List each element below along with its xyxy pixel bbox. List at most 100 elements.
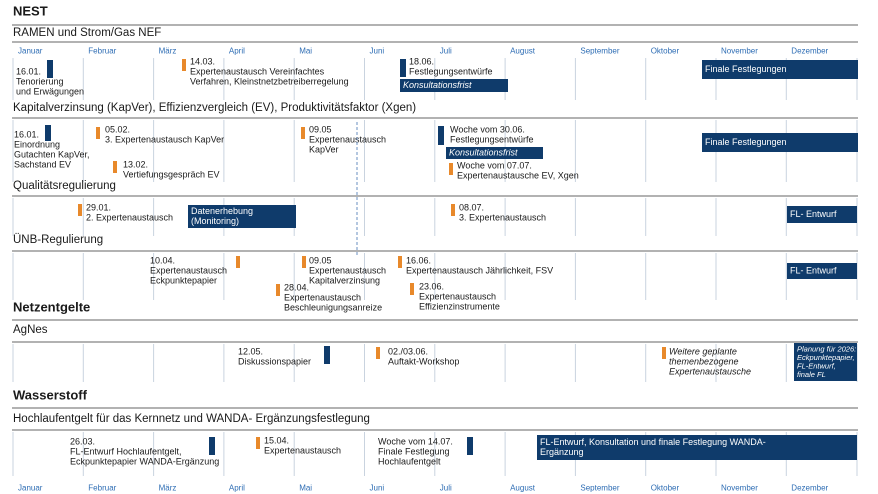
- phase-text: Finale Festlegungen: [705, 64, 787, 74]
- month-label: Januar: [18, 484, 43, 493]
- phase-text: finale FL: [797, 370, 826, 379]
- month-label: Dezember: [791, 484, 828, 493]
- month-label: April: [229, 47, 245, 56]
- event-marker: [276, 284, 280, 296]
- group-title: ÜNB-Regulierung: [13, 234, 103, 246]
- month-label: März: [159, 484, 177, 493]
- item-text: Expertenaustausch: [309, 134, 386, 144]
- milestone-bar: [467, 437, 473, 455]
- month-label: Dezember: [791, 47, 828, 56]
- item-text: Eckpunktepapier WANDA-Ergänzung: [70, 456, 219, 466]
- event-marker: [96, 127, 100, 139]
- item-text: Sachstand EV: [14, 159, 71, 169]
- item-text: 15.04.: [264, 435, 289, 445]
- item-text: 09.05: [309, 124, 332, 134]
- month-label: November: [721, 47, 758, 56]
- item-text: 14.03.: [190, 56, 215, 66]
- event-marker: [449, 163, 453, 175]
- month-label: Juli: [440, 47, 452, 56]
- item-text: Beschleunigungsanreize: [284, 302, 382, 312]
- group-title: RAMEN und Strom/Gas NEF: [13, 27, 161, 39]
- item-text: Expertenaustausch Jährlichkeit, FSV: [406, 265, 553, 275]
- item-text: Festlegungsentwürfe: [409, 66, 493, 76]
- month-label: August: [510, 47, 536, 56]
- month-label: März: [159, 47, 177, 56]
- item-text: 29.01.: [86, 202, 111, 212]
- item-text: Expertenaustausche: [669, 366, 751, 376]
- item-text: Woche vom 14.07.: [378, 436, 453, 446]
- item-text: Kapitalverzinsung: [309, 275, 380, 285]
- event-marker: [113, 161, 117, 173]
- item-text: Expertenaustausch: [264, 445, 341, 455]
- phase-text: Konsultationsfrist: [403, 80, 472, 90]
- phase-box: [787, 206, 857, 223]
- item-text: 18.06.: [409, 56, 434, 66]
- milestone-bar: [209, 437, 215, 455]
- month-label: Februar: [88, 484, 116, 493]
- item-text: 08.07.: [459, 202, 484, 212]
- milestone-bar: [47, 60, 53, 78]
- item-text: Expertenaustausch: [419, 291, 496, 301]
- month-label: August: [510, 484, 536, 493]
- phase-box: [702, 133, 858, 152]
- group-title: AgNes: [13, 324, 48, 336]
- item-text: Auftakt-Workshop: [388, 356, 459, 366]
- item-text: 10.04.: [150, 255, 175, 265]
- phase-box: [794, 343, 857, 381]
- item-text: 02./03.06.: [388, 346, 428, 356]
- milestone-bar: [45, 125, 51, 141]
- phase-text: Eckpunktepapier,: [797, 353, 855, 362]
- phase-box: [400, 79, 508, 92]
- phase-text: Planung für 2026:: [797, 345, 856, 354]
- milestone-bar: [438, 126, 444, 145]
- item-text: Tenorierung: [16, 76, 64, 86]
- event-marker: [398, 256, 402, 268]
- event-marker: [78, 204, 82, 216]
- item-text: Expertenaustausch: [150, 265, 227, 275]
- milestone-bar: [400, 59, 406, 77]
- section-title: Netzentgelte: [13, 300, 90, 315]
- event-marker: [662, 347, 666, 359]
- month-label: Januar: [18, 47, 43, 56]
- phase-text: Ergänzung: [540, 447, 584, 457]
- item-text: und Erwägungen: [16, 86, 84, 96]
- item-text: Vertiefungsgespräch EV: [123, 169, 220, 179]
- phase-box: [446, 147, 543, 159]
- event-marker: [451, 204, 455, 216]
- item-text: Woche vom 07.07.: [457, 160, 532, 170]
- month-label: Juni: [370, 47, 385, 56]
- month-label: Februar: [88, 47, 116, 56]
- phase-text: Finale Festlegungen: [705, 137, 787, 147]
- item-text: Expertenaustausch Vereinfachtes: [190, 66, 325, 76]
- month-label: Juni: [370, 484, 385, 493]
- item-text: 16.01.: [16, 66, 41, 76]
- event-marker: [182, 59, 186, 71]
- month-label: Mai: [299, 47, 312, 56]
- event-marker: [256, 437, 260, 449]
- month-label: Oktober: [651, 484, 680, 493]
- item-text: Diskussionspapier: [238, 356, 311, 366]
- item-text: Einordnung: [14, 139, 60, 149]
- item-text: KapVer: [309, 144, 339, 154]
- item-text: themenbezogene: [669, 356, 739, 366]
- item-text: Eckpunktepapier: [150, 275, 217, 285]
- item-text: Expertenaustausche EV, Xgen: [457, 170, 579, 180]
- item-text: Gutachten KapVer,: [14, 149, 90, 159]
- item-text: 23.06.: [419, 281, 444, 291]
- item-text: 2. Expertenaustausch: [86, 212, 173, 222]
- phase-text: FL- Entwurf: [790, 265, 837, 275]
- month-label: April: [229, 484, 245, 493]
- month-label: November: [721, 484, 758, 493]
- item-text: 13.02.: [123, 159, 148, 169]
- month-label: Juli: [440, 484, 452, 493]
- item-text: Hochlaufentgelt: [378, 456, 441, 466]
- section-title: Wasserstoff: [13, 388, 88, 403]
- item-text: 28.04.: [284, 282, 309, 292]
- phase-text: FL-Entwurf, Konsultation und finale Fest…: [540, 437, 766, 447]
- month-label: September: [580, 484, 619, 493]
- item-text: Woche vom 30.06.: [450, 124, 525, 134]
- item-text: Weitere geplante: [669, 346, 737, 356]
- phase-box: [537, 435, 857, 460]
- month-label: September: [580, 47, 619, 56]
